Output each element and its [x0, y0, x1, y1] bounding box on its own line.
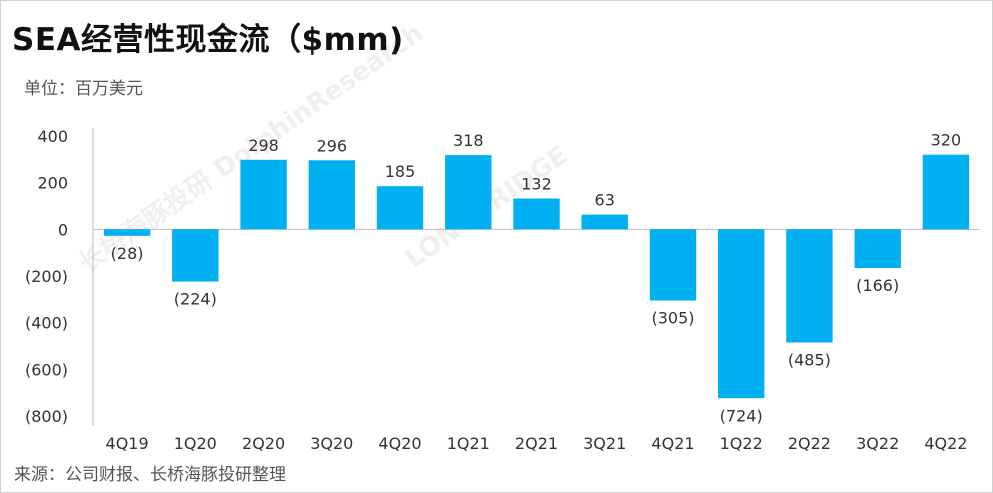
data-label: (485) [788, 351, 831, 370]
bar-3Q21 [581, 214, 628, 230]
bar-1Q20 [172, 229, 219, 282]
x-tick-label: 2Q22 [788, 434, 831, 453]
bar-4Q19 [103, 229, 151, 236]
x-tick-label: 1Q22 [720, 434, 763, 453]
x-tick-label: 1Q21 [447, 434, 490, 453]
bar-1Q22 [718, 229, 765, 399]
data-label: 296 [317, 136, 348, 155]
y-tick-label: 200 [37, 174, 68, 193]
data-label: 298 [248, 136, 279, 155]
y-tick-label: (800) [25, 407, 68, 426]
y-axis: 400 200 0 (200) (400) (600) (800) [25, 127, 980, 426]
data-label: 132 [521, 175, 552, 194]
bar-2Q22 [786, 229, 833, 343]
bar-1Q21 [445, 155, 492, 230]
data-label: (28) [111, 244, 144, 263]
x-tick-label: 1Q20 [174, 434, 217, 453]
x-tick-label: 2Q21 [515, 434, 558, 453]
x-tick-label: 4Q22 [924, 434, 967, 453]
bar-3Q20 [308, 160, 355, 230]
y-tick-label: 0 [58, 220, 68, 239]
data-label: 320 [931, 131, 962, 150]
bar-2Q21 [513, 198, 560, 230]
data-label: 185 [385, 162, 416, 181]
source-note: 来源：公司财报、长桥海豚投研整理 [14, 465, 286, 485]
bar-4Q22 [922, 154, 970, 230]
x-tick-label: 4Q19 [106, 434, 149, 453]
y-tick-label: 400 [37, 127, 68, 146]
y-tick-label: (400) [25, 314, 68, 333]
data-label: (724) [720, 406, 763, 425]
bars [103, 154, 970, 399]
unit-label: 单位：百万美元 [24, 79, 143, 99]
x-tick-label: 2Q20 [242, 434, 285, 453]
x-tick-label: 3Q22 [856, 434, 899, 453]
y-tick-label: (600) [25, 360, 68, 379]
bar-2Q20 [240, 159, 287, 230]
data-label: (224) [174, 290, 217, 309]
chart-title: SEA经营性现金流（$mm) [12, 22, 404, 58]
bar-4Q20 [376, 186, 424, 230]
y-tick-label: (200) [25, 267, 68, 286]
x-tick-label: 4Q20 [378, 434, 421, 453]
data-labels: (28) (224) 298 296 185 318 132 63 (305) (724) (485… [111, 131, 961, 426]
bar-4Q21 [649, 229, 697, 301]
data-label: 318 [453, 131, 484, 150]
bar-3Q22 [854, 229, 901, 268]
x-axis: 4Q19 1Q20 2Q20 3Q20 4Q20 1Q21 2Q21 3Q21 4Q21 1Q22… [106, 434, 968, 453]
x-tick-label: 3Q20 [310, 434, 353, 453]
data-label: (166) [856, 276, 899, 295]
x-tick-label: 4Q21 [651, 434, 694, 453]
data-label: 63 [595, 191, 615, 210]
data-label: (305) [651, 309, 694, 328]
x-tick-label: 3Q21 [583, 434, 626, 453]
